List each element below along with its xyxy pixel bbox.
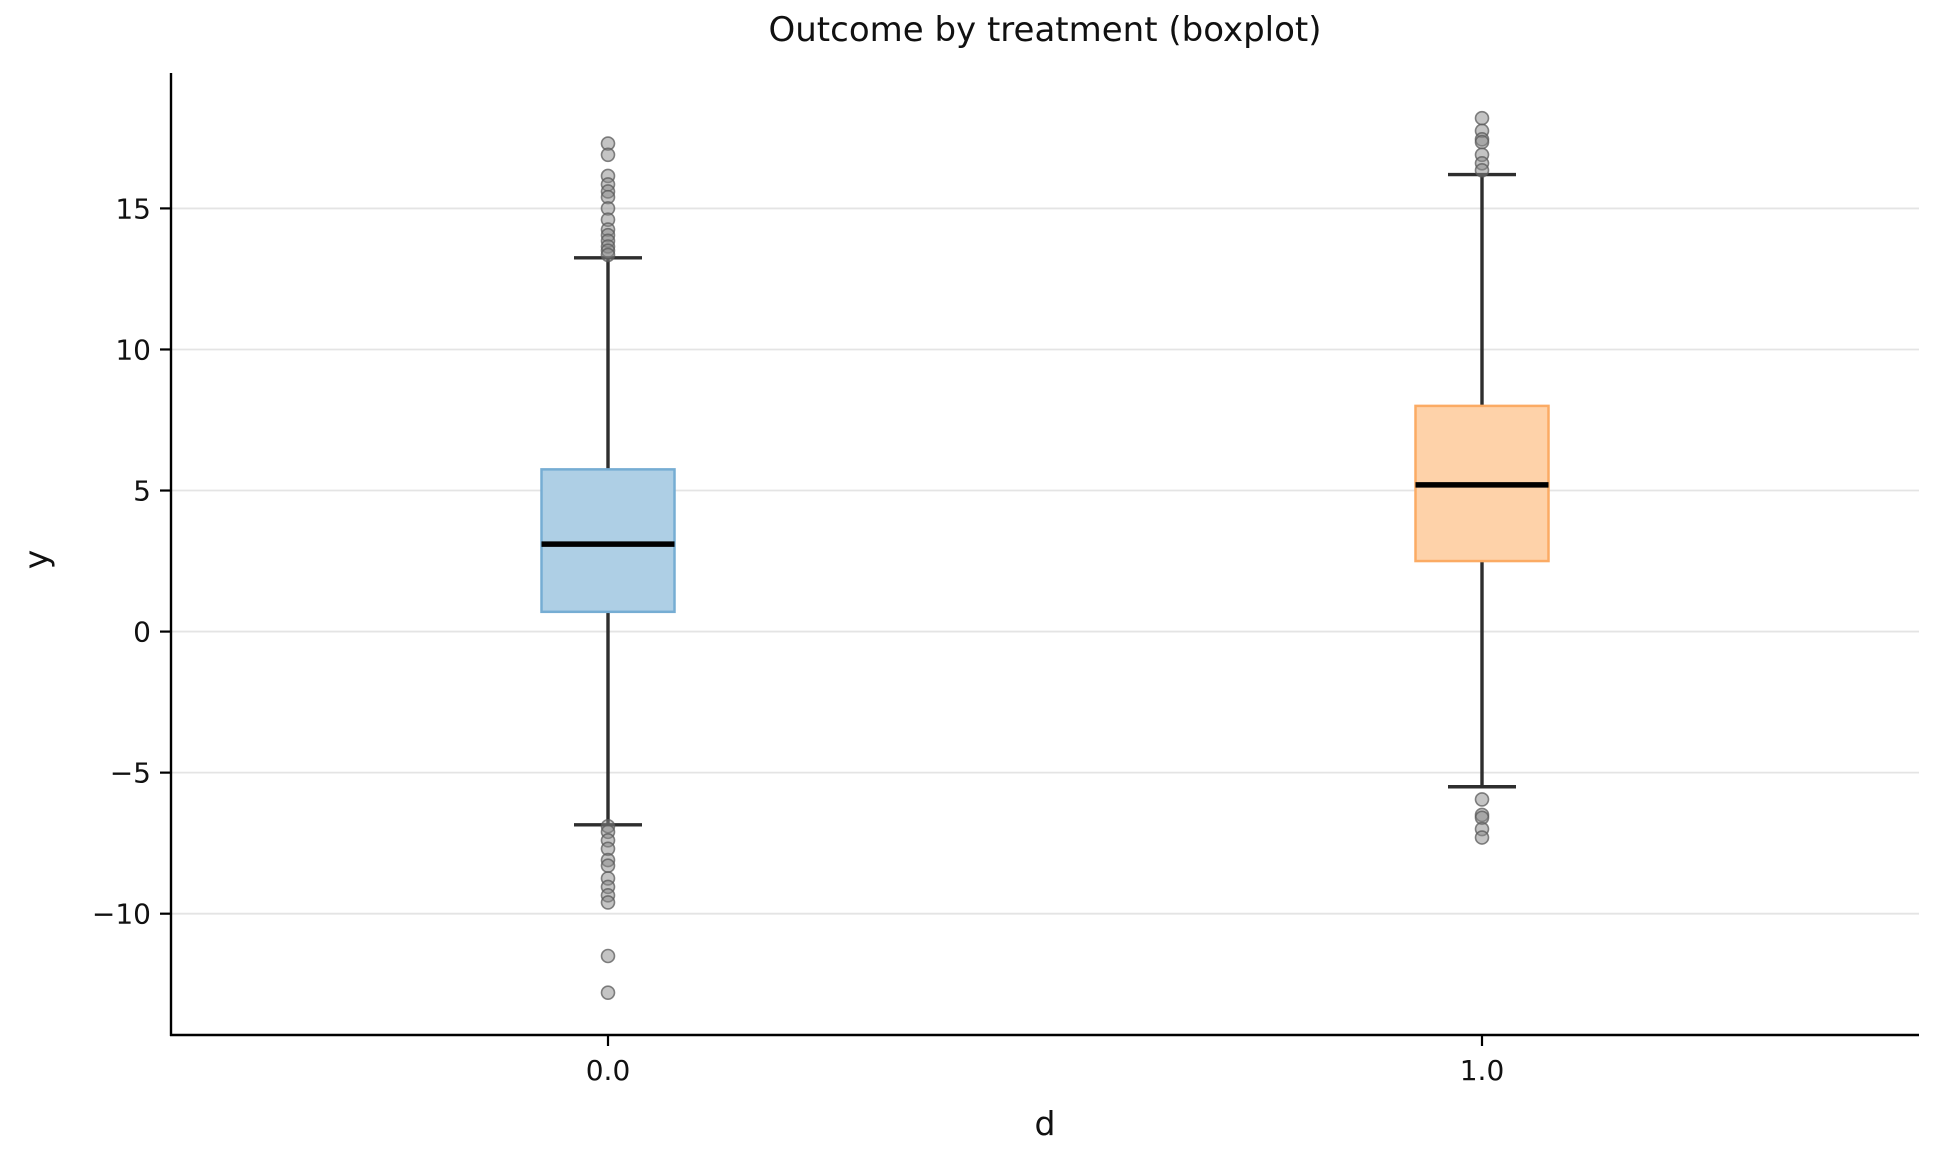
x-tick-label-1.0: 1.0 [1460, 1054, 1505, 1087]
y-tick-label-15: 15 [115, 192, 151, 225]
x-tick-label-0.0: 0.0 [586, 1054, 631, 1087]
outlier-point-1-7 [1474, 792, 1490, 807]
y-tick-label--10: −10 [92, 898, 151, 931]
x-axis-label: d [1034, 1104, 1056, 1143]
outlier-point-1-6 [1474, 163, 1490, 178]
outlier-point-0-24 [600, 948, 616, 964]
y-tick-label--5: −5 [110, 757, 151, 790]
y-tick-label-10: 10 [115, 333, 151, 366]
y-tick-label-0: 0 [133, 616, 151, 649]
box-0.0[interactable] [540, 468, 676, 614]
outlier-point-0-19 [600, 858, 616, 874]
outlier-point-0-23 [600, 895, 616, 910]
outlier-point-0-1 [600, 147, 616, 163]
y-tick-label-5: 5 [133, 475, 151, 508]
outlier-point-0-13 [600, 247, 616, 263]
outlier-point-1-11 [1474, 830, 1490, 845]
y-axis-label: y [16, 549, 56, 570]
outlier-point-0-25 [600, 985, 616, 1000]
chart-title: Outcome by treatment (boxplot) [768, 10, 1322, 50]
outlier-point-1-0 [1474, 110, 1490, 126]
outlier-point-1-3 [1474, 134, 1490, 150]
